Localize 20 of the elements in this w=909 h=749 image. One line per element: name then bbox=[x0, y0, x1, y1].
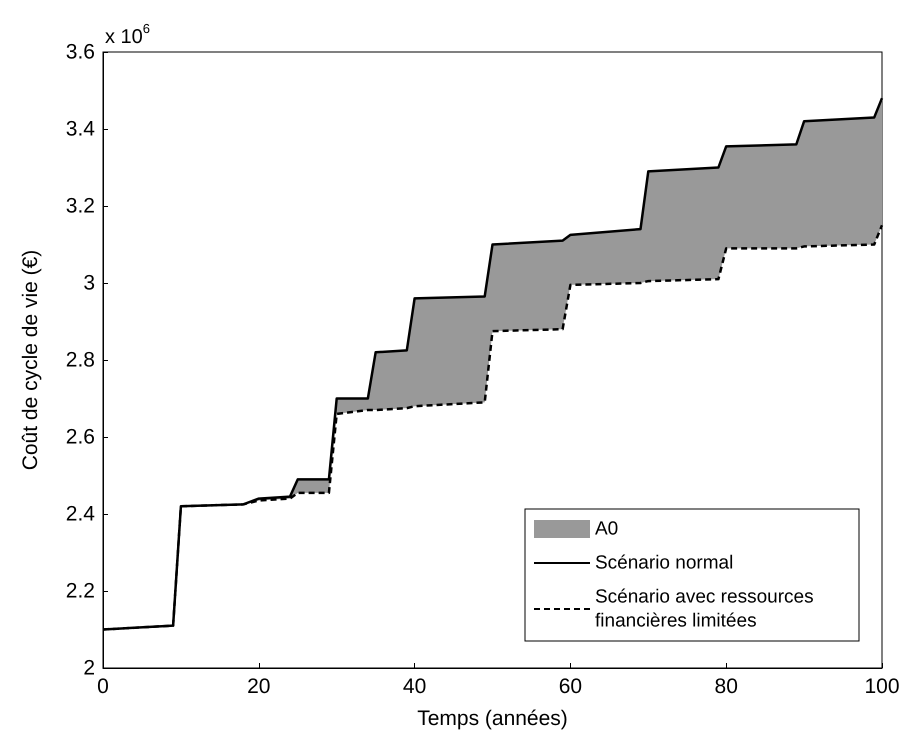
y-tick-label: 2.6 bbox=[66, 426, 95, 448]
y-axis-title: Coût de cycle de vie (€) bbox=[19, 250, 42, 470]
y-tick-label: 3 bbox=[83, 272, 95, 294]
legend-label: Scénario normal bbox=[595, 552, 734, 574]
x-tick-label: 60 bbox=[558, 675, 582, 698]
y-tick-label: 2 bbox=[83, 656, 95, 680]
x-tick-label: 40 bbox=[402, 675, 426, 698]
x-tick-label: 100 bbox=[864, 675, 900, 698]
legend-label: A0 bbox=[595, 518, 618, 540]
y-tick-label: 2.2 bbox=[66, 580, 95, 602]
y-tick-label: 3.6 bbox=[66, 40, 95, 64]
x-tick-label: 80 bbox=[714, 675, 738, 698]
y-tick-label: 3.4 bbox=[66, 118, 96, 140]
legend-label: Scénario avec ressources financières limitées bbox=[595, 586, 819, 632]
y-tick-label: 2.4 bbox=[66, 502, 96, 526]
x-tick-label: 20 bbox=[247, 675, 270, 698]
y-tick-label: 3.2 bbox=[66, 194, 95, 218]
x-axis-title: Temps (années) bbox=[417, 707, 568, 730]
y-tick-label: 2.8 bbox=[66, 348, 95, 372]
x-tick-label: 0 bbox=[97, 675, 109, 698]
